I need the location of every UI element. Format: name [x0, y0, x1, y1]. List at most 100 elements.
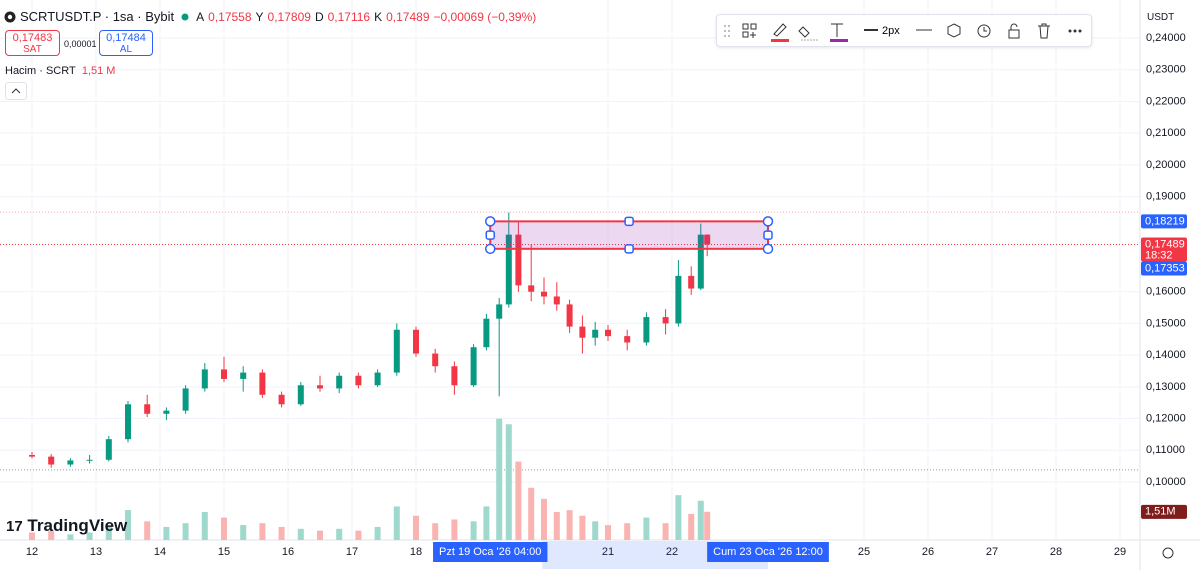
candle-body	[355, 375, 362, 386]
volume-bar	[144, 521, 151, 540]
volume-bar	[48, 530, 55, 540]
price-tag-label: 0,17489	[1145, 238, 1185, 250]
candle-body	[675, 275, 682, 324]
lock-icon[interactable]	[1008, 23, 1020, 39]
candle-body	[240, 372, 247, 379]
close-label: K	[374, 9, 383, 24]
volume-bar	[566, 510, 573, 540]
candle-body	[317, 385, 323, 389]
candle-body	[413, 329, 419, 354]
volume-bar	[221, 517, 227, 540]
candle-body	[259, 372, 266, 395]
candle-body	[579, 326, 586, 338]
volume-bar	[697, 500, 704, 540]
volume-bar	[432, 523, 439, 540]
logo-text: TradingView	[27, 516, 128, 535]
x-tick-label: 16	[282, 546, 294, 558]
resize-handle	[624, 216, 634, 227]
buy-button[interactable]: 0,17484 AL	[99, 30, 153, 56]
y-tick-label: 0,14000	[1146, 349, 1186, 361]
fill-color-icon[interactable]	[798, 26, 819, 41]
collapse-icon	[11, 88, 21, 94]
volume-bar	[605, 525, 611, 540]
volume-bar	[201, 512, 208, 540]
candle-body	[221, 369, 227, 379]
volume-bar	[496, 418, 503, 540]
y-tick-label: 0,21000	[1146, 127, 1186, 139]
candle-body	[125, 404, 131, 440]
resize-handle	[762, 243, 774, 255]
symbol-logo	[4, 11, 16, 22]
high-label: Y	[255, 9, 264, 24]
line-width-icon[interactable]: 2px	[864, 25, 900, 37]
time-label: Cum 23 Oca '26 12:00	[713, 546, 823, 558]
candle-body	[48, 456, 55, 465]
change: −0,00069 (−0,39%)	[433, 9, 537, 24]
candle-body	[688, 275, 695, 289]
sell-button[interactable]: 0,17483 SAT	[5, 30, 60, 56]
settings-button[interactable]	[1162, 547, 1174, 559]
volume-bar	[336, 528, 343, 540]
text-color-icon[interactable]	[830, 23, 848, 42]
status-dot	[181, 13, 189, 20]
volume-bar	[240, 525, 247, 540]
close: 0,17489	[386, 9, 430, 24]
currency[interactable]: USDT	[1147, 12, 1175, 23]
candle-body	[278, 394, 285, 405]
volume-tag-label: 1,51M	[1145, 506, 1176, 518]
volume-bar	[553, 512, 560, 540]
volume-bar	[662, 523, 669, 540]
open-label: A	[196, 9, 205, 24]
candle-body	[201, 369, 208, 389]
x-tick-label: 27	[986, 546, 998, 558]
x-tick-label: 14	[154, 546, 166, 558]
volume-bar	[259, 523, 266, 540]
volume-bar	[125, 510, 131, 540]
symbol[interactable]: SCRTUSDT.P · 1sa · Bybit	[20, 9, 175, 24]
candle-body	[451, 366, 458, 386]
candle-body	[163, 410, 170, 414]
x-tick-label: 28	[1050, 546, 1062, 558]
drawing-toolbar: 2px	[716, 14, 1092, 47]
candle-body	[528, 285, 535, 292]
low: 0,17116	[327, 9, 371, 24]
x-tick-label: 15	[218, 546, 230, 558]
templates-icon[interactable]	[742, 23, 757, 38]
x-tick-label: 22	[666, 546, 678, 558]
x-tick-label: 12	[26, 546, 38, 558]
x-tick-label: 25	[858, 546, 870, 558]
line-color-icon[interactable]	[771, 23, 789, 42]
volume-bar	[182, 523, 189, 540]
candle-body	[505, 234, 512, 305]
y-tick-label: 0,15000	[1146, 317, 1186, 329]
candle-body	[297, 385, 304, 405]
x-tick-label: 29	[1114, 546, 1126, 558]
candle-body	[704, 234, 711, 245]
candle-body	[515, 234, 522, 286]
resize-handle	[624, 244, 634, 254]
collapse-button[interactable]	[5, 82, 27, 100]
volume-bar	[297, 528, 304, 540]
drag-handle[interactable]	[724, 25, 730, 37]
price-tag-label: 0,17353	[1145, 262, 1185, 274]
settings-icon[interactable]	[947, 23, 961, 38]
volume-bar	[704, 511, 711, 540]
x-tick-label: 21	[602, 546, 614, 558]
volume-bar	[393, 506, 400, 540]
volume-bar	[624, 523, 631, 540]
y-tick-label: 0,12000	[1146, 412, 1186, 424]
toolbar-icons: 2px	[724, 23, 1082, 42]
y-tick-label: 0,22000	[1146, 95, 1186, 107]
resize-handle	[763, 230, 773, 240]
candle-body	[29, 455, 35, 457]
y-tick-label: 0,10000	[1146, 476, 1186, 488]
delete-icon[interactable]	[1038, 23, 1050, 39]
more-icon[interactable]	[1068, 29, 1082, 33]
sell-price: 0,17483	[12, 32, 53, 44]
candle-body	[541, 291, 547, 297]
volume-bar	[528, 487, 535, 540]
alert-icon[interactable]	[977, 24, 991, 38]
y-tick-label: 0,20000	[1146, 159, 1186, 171]
spread: 0,00001	[64, 39, 97, 49]
